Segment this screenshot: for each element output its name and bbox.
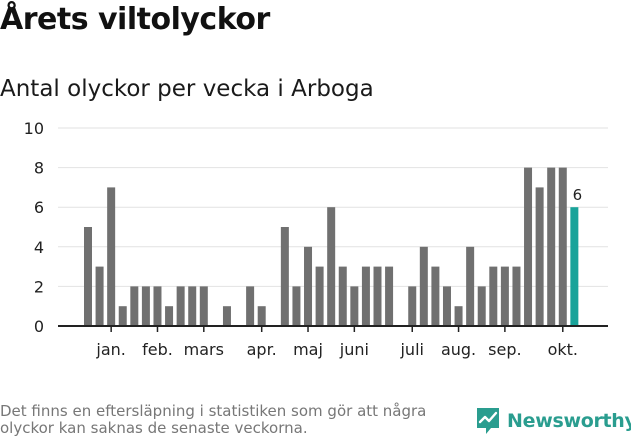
bar [257, 306, 266, 326]
bar [315, 266, 324, 326]
bar [118, 306, 127, 326]
y-axis-ticks: 0 2 4 6 8 10 [24, 119, 44, 336]
bar [419, 246, 428, 326]
bar [107, 187, 116, 326]
bar [524, 167, 533, 326]
y-tick-label: 10 [24, 119, 44, 138]
brand-logo: Newsworthy [475, 406, 631, 436]
chart-title: Årets viltolyckor [0, 2, 270, 37]
bar [535, 187, 544, 326]
x-tick-label: jan. [95, 340, 125, 359]
bar [489, 266, 498, 326]
y-tick-label: 4 [34, 238, 44, 257]
bar [188, 286, 197, 326]
footnote: Det finns en eftersläpning i statistiken… [0, 402, 427, 437]
bar [165, 306, 174, 326]
bar [95, 266, 104, 326]
bar [350, 286, 359, 326]
bar [130, 286, 139, 326]
x-tick-label: juni [339, 340, 369, 359]
bars [84, 167, 579, 326]
bar [385, 266, 394, 326]
bar [280, 227, 289, 326]
bar [199, 286, 208, 326]
bar [361, 266, 370, 326]
x-tick-label: okt. [548, 340, 578, 359]
x-tick-label: apr. [247, 340, 277, 359]
x-tick-label: juli [399, 340, 423, 359]
y-tick-label: 0 [34, 317, 44, 336]
bar [338, 266, 347, 326]
bar [408, 286, 417, 326]
x-tick-label: mars [184, 340, 224, 359]
bar [176, 286, 185, 326]
bar [141, 286, 150, 326]
bar [431, 266, 440, 326]
x-tick-label: maj [293, 340, 323, 359]
bar [373, 266, 382, 326]
bar [304, 246, 313, 326]
y-tick-label: 8 [34, 159, 44, 178]
bar [84, 227, 92, 326]
bar [442, 286, 451, 326]
bar [547, 167, 556, 326]
bar [477, 286, 486, 326]
y-tick-label: 6 [34, 198, 44, 217]
y-tick-label: 2 [34, 277, 44, 296]
bar [512, 266, 521, 326]
bar [246, 286, 255, 326]
bar [327, 207, 336, 326]
x-tick-label: feb. [142, 340, 173, 359]
bar [466, 246, 475, 326]
bar [558, 167, 567, 326]
bar-latest-week [570, 207, 579, 326]
bar [292, 286, 301, 326]
bar-chart: 0 2 4 6 8 10 jan. feb. mars apr. maj juni juli aug. s… [24, 119, 608, 359]
x-tick-label: aug. [441, 340, 476, 359]
bar [454, 306, 463, 326]
data-label-latest: 6 [573, 186, 583, 204]
x-axis: jan. feb. mars apr. maj juni juli aug. sep. okt. [58, 325, 608, 359]
chart-subtitle: Antal olyckor per vecka i Arboga [0, 76, 374, 102]
newsworthy-logo-icon [477, 408, 499, 434]
brand-name: Newsworthy [507, 410, 631, 432]
bar [222, 306, 231, 326]
x-tick-label: sep. [488, 340, 521, 359]
bar [500, 266, 509, 326]
data-labels: 6 [573, 186, 583, 204]
bar [153, 286, 162, 326]
